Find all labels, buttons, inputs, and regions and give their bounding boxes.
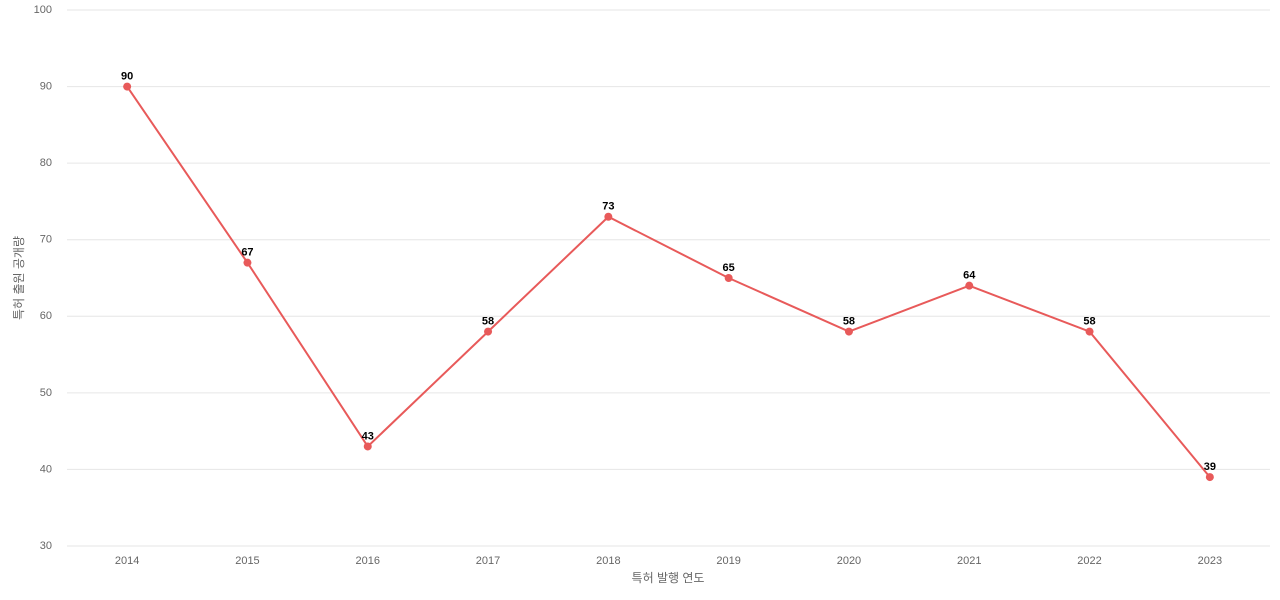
x-tick-label: 2020	[837, 555, 861, 567]
point	[243, 258, 252, 267]
point	[604, 212, 613, 221]
value-label: 67	[241, 247, 253, 259]
x-tick-label: 2021	[957, 555, 981, 567]
point	[123, 82, 132, 91]
y-tick-label: 60	[40, 310, 52, 322]
y-axis-title: 특허 출원 공개량	[12, 236, 26, 320]
value-label: 73	[602, 201, 614, 213]
y-tick-label: 90	[40, 80, 52, 92]
value-label: 43	[362, 430, 374, 442]
x-tick-label: 2022	[1077, 555, 1101, 567]
x-tick-label: 2019	[716, 555, 740, 567]
point	[363, 442, 372, 451]
value-label: 58	[843, 316, 855, 328]
y-tick-label: 40	[40, 463, 52, 475]
value-label: 65	[723, 262, 735, 274]
x-axis-title: 특허 발행 연도	[632, 570, 705, 585]
x-tick-label: 2016	[356, 555, 380, 567]
value-label: 90	[121, 70, 133, 82]
point	[844, 327, 853, 336]
y-tick-label: 30	[40, 540, 52, 552]
value-label: 39	[1204, 461, 1216, 473]
line	[126, 86, 1211, 478]
y-tick-label: 50	[40, 387, 52, 399]
x-tick-label: 2018	[596, 555, 620, 567]
y-tick-label: 100	[34, 4, 52, 16]
y-tick-label: 70	[40, 234, 52, 246]
y-tick-label: 80	[40, 157, 52, 169]
point	[1205, 473, 1214, 482]
value-label: 58	[1083, 316, 1095, 328]
point	[1085, 327, 1094, 336]
point	[965, 281, 974, 290]
point	[724, 274, 733, 282]
x-tick-label: 2023	[1198, 555, 1222, 567]
x-tick-label: 2014	[115, 555, 139, 567]
x-tick-label: 2017	[476, 555, 500, 567]
x-tick-label: 2015	[235, 555, 259, 567]
value-label: 58	[482, 316, 494, 328]
point	[484, 327, 493, 336]
value-label: 64	[963, 270, 976, 282]
